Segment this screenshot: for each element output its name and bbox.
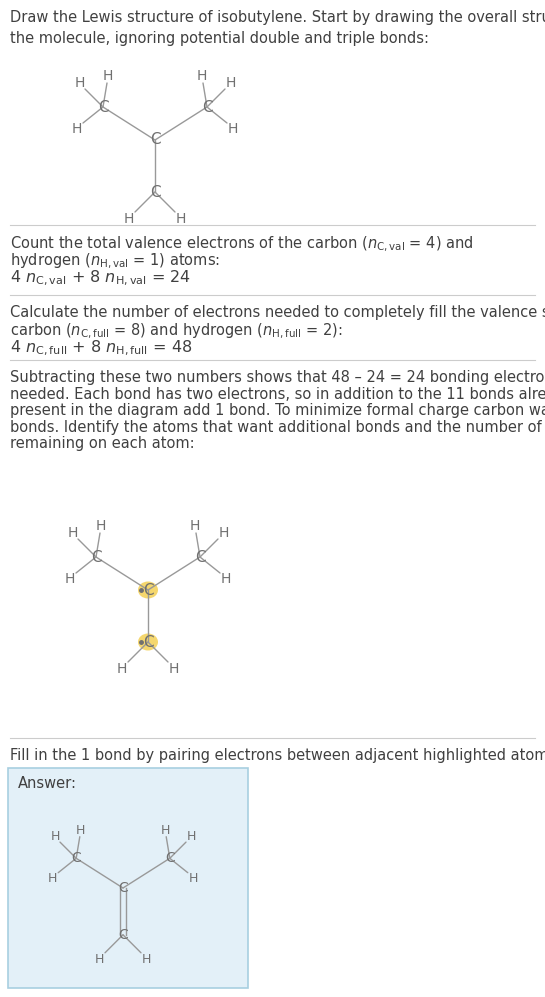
- Text: C: C: [165, 851, 175, 865]
- Text: C: C: [98, 100, 108, 115]
- Text: H: H: [228, 122, 238, 136]
- Text: C: C: [118, 928, 128, 942]
- Text: H: H: [176, 212, 186, 226]
- Text: 4 $n_\mathregular{C,full}$ + 8 $n_\mathregular{H,full}$ = 48: 4 $n_\mathregular{C,full}$ + 8 $n_\mathr…: [10, 339, 192, 358]
- Text: present in the diagram add 1 bond. To minimize formal charge carbon wants 4: present in the diagram add 1 bond. To mi…: [10, 403, 545, 418]
- Text: H: H: [221, 572, 231, 586]
- Text: H: H: [65, 572, 75, 586]
- Text: C: C: [143, 634, 153, 649]
- Text: Subtracting these two numbers shows that 48 – 24 = 24 bonding electrons are: Subtracting these two numbers shows that…: [10, 370, 545, 385]
- Text: H: H: [187, 831, 196, 843]
- Text: C: C: [71, 851, 81, 865]
- Text: H: H: [95, 952, 104, 966]
- Text: H: H: [219, 526, 229, 540]
- Text: Fill in the 1 bond by pairing electrons between adjacent highlighted atoms:: Fill in the 1 bond by pairing electrons …: [10, 748, 545, 763]
- Text: C: C: [195, 549, 205, 564]
- Text: H: H: [226, 76, 236, 90]
- Text: H: H: [51, 831, 60, 843]
- Text: Calculate the number of electrons needed to completely fill the valence shells f: Calculate the number of electrons needed…: [10, 305, 545, 320]
- Text: Count the total valence electrons of the carbon ($n_\mathregular{C,val}$ = 4) an: Count the total valence electrons of the…: [10, 235, 474, 254]
- Text: H: H: [190, 519, 200, 533]
- Text: H: H: [142, 952, 151, 966]
- Text: C: C: [90, 549, 101, 564]
- Ellipse shape: [138, 581, 158, 598]
- Text: C: C: [150, 133, 160, 148]
- Text: H: H: [189, 871, 198, 884]
- Ellipse shape: [138, 633, 158, 650]
- Text: Draw the Lewis structure of isobutylene. Start by drawing the overall structure : Draw the Lewis structure of isobutylene.…: [10, 10, 545, 46]
- Text: H: H: [96, 519, 106, 533]
- Text: C: C: [202, 100, 213, 115]
- Text: H: H: [124, 212, 134, 226]
- Text: H: H: [75, 76, 85, 90]
- Text: remaining on each atom:: remaining on each atom:: [10, 436, 195, 451]
- Text: H: H: [72, 122, 82, 136]
- Text: C: C: [118, 881, 128, 895]
- Text: C: C: [143, 582, 153, 597]
- Text: H: H: [76, 824, 86, 836]
- Text: H: H: [117, 662, 127, 676]
- Text: 4 $n_\mathregular{C,val}$ + 8 $n_\mathregular{H,val}$ = 24: 4 $n_\mathregular{C,val}$ + 8 $n_\mathre…: [10, 269, 191, 288]
- Text: C: C: [150, 184, 160, 199]
- Text: H: H: [68, 526, 78, 540]
- Text: bonds. Identify the atoms that want additional bonds and the number of electrons: bonds. Identify the atoms that want addi…: [10, 420, 545, 435]
- Text: needed. Each bond has two electrons, so in addition to the 11 bonds already: needed. Each bond has two electrons, so …: [10, 387, 545, 402]
- Text: H: H: [169, 662, 179, 676]
- Text: H: H: [161, 824, 170, 836]
- Text: Answer:: Answer:: [18, 776, 77, 791]
- Text: hydrogen ($n_\mathregular{H,val}$ = 1) atoms:: hydrogen ($n_\mathregular{H,val}$ = 1) a…: [10, 252, 220, 271]
- FancyBboxPatch shape: [8, 768, 248, 988]
- Text: H: H: [197, 69, 207, 83]
- Text: carbon ($n_\mathregular{C,full}$ = 8) and hydrogen ($n_\mathregular{H,full}$ = 2: carbon ($n_\mathregular{C,full}$ = 8) an…: [10, 322, 342, 341]
- Text: H: H: [103, 69, 113, 83]
- Text: H: H: [48, 871, 57, 884]
